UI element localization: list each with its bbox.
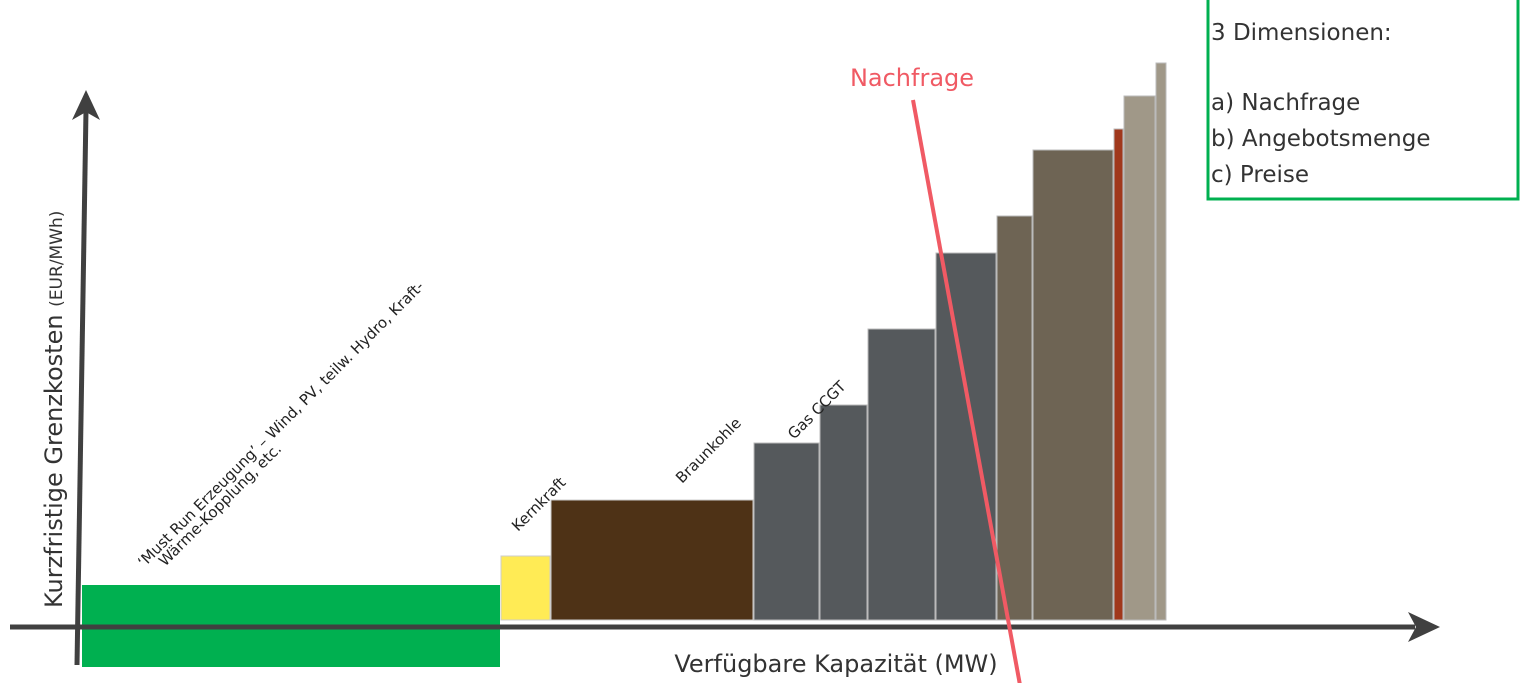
block-nuclear — [500, 555, 551, 621]
block-label: Wärme-Kopplung, etc. — [155, 440, 285, 570]
block-label: Braunkohle — [672, 414, 745, 487]
info-item: b) Angebotsmenge — [1211, 126, 1431, 152]
y-arrow — [72, 90, 100, 120]
block-gas — [867, 328, 936, 621]
block-lignite — [550, 499, 754, 621]
demand-label: Nachfrage — [850, 64, 974, 92]
info-item: c) Preise — [1211, 162, 1309, 188]
block-coal — [996, 215, 1033, 621]
block-peak — [1123, 95, 1156, 621]
block-label: ‘Must Run Erzeugung’ – Wind, PV, teilw. … — [134, 277, 427, 570]
info-item: a) Nachfrage — [1211, 90, 1360, 116]
info-title: 3 Dimensionen: — [1211, 20, 1392, 46]
x-arrow — [1408, 612, 1440, 642]
blocks — [82, 62, 1167, 667]
y-axis-label: Kurzfristige Grenzkosten (EUR/MWh) — [40, 211, 68, 608]
x-axis-label: Verfügbare Kapazität (MW) — [674, 650, 997, 678]
block-peak — [1155, 62, 1167, 621]
axes — [10, 90, 1440, 666]
y-axis — [74, 109, 89, 666]
demand-line — [911, 99, 1022, 683]
info-box — [1206, 0, 1520, 201]
block-gas — [819, 404, 868, 621]
block-oil — [1113, 128, 1124, 621]
block-gas — [935, 252, 997, 621]
block-gas — [753, 442, 820, 621]
y-unit: (EUR/MWh) — [47, 211, 67, 307]
y-label: Kurzfristige Grenzkosten — [40, 314, 68, 608]
block-coal — [1032, 149, 1114, 621]
